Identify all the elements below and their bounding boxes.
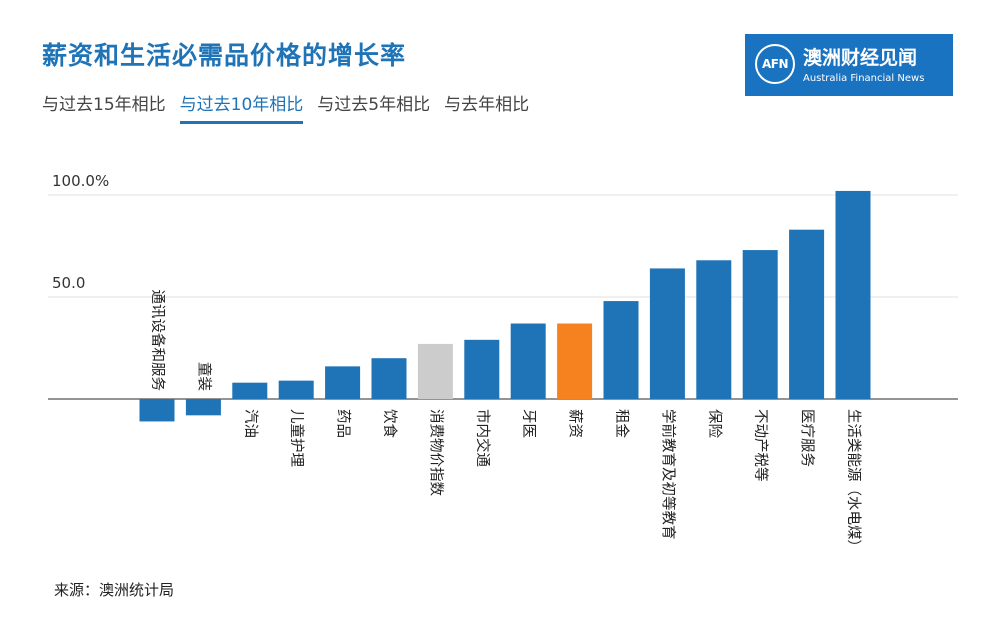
bar bbox=[603, 301, 639, 399]
bar bbox=[742, 250, 778, 399]
bar bbox=[139, 399, 175, 422]
category-label: 童装 bbox=[195, 362, 213, 391]
logo-subtitle: Australia Financial News bbox=[803, 73, 925, 84]
category-label: 不动产税等 bbox=[752, 409, 770, 482]
bar bbox=[649, 268, 685, 399]
bar bbox=[417, 343, 453, 399]
category-label: 医疗服务 bbox=[799, 409, 816, 467]
bar bbox=[696, 260, 732, 399]
bar bbox=[371, 358, 407, 399]
bar bbox=[557, 323, 593, 399]
category-label: 薪资 bbox=[567, 409, 584, 438]
period-tabs: 与过去15年相比 与过去10年相比 与过去5年相比 与去年相比 bbox=[42, 90, 529, 124]
tab-last-year[interactable]: 与去年相比 bbox=[444, 95, 530, 115]
source-note: 来源：澳洲统计局 bbox=[54, 581, 175, 599]
afn-logo-icon: AFN bbox=[755, 44, 795, 84]
category-label: 市内交通 bbox=[474, 409, 492, 467]
y-tick-label: 100.0% bbox=[52, 172, 109, 190]
bar bbox=[325, 366, 361, 399]
category-label: 汽油 bbox=[242, 409, 259, 438]
tab-15-years[interactable]: 与过去15年相比 bbox=[42, 95, 166, 115]
logo-name: 澳洲财经见闻 bbox=[803, 47, 918, 69]
category-label: 生活类能源（水电煤） bbox=[845, 409, 862, 554]
chart-title: 薪资和生活必需品价格的增长率 bbox=[42, 41, 407, 70]
bar bbox=[789, 229, 825, 399]
category-label: 学前教育及初等教育 bbox=[659, 409, 677, 540]
tab-5-years[interactable]: 与过去5年相比 bbox=[317, 95, 431, 115]
bar bbox=[185, 399, 221, 416]
bar bbox=[510, 323, 546, 399]
bar bbox=[835, 190, 871, 399]
y-tick-label: 50.0 bbox=[52, 274, 85, 292]
category-label: 保险 bbox=[706, 409, 723, 438]
category-label: 饮食 bbox=[381, 409, 398, 438]
bar bbox=[232, 382, 268, 399]
category-label: 消费物价指数 bbox=[427, 409, 444, 496]
tab-10-years[interactable]: 与过去10年相比 bbox=[179, 90, 304, 124]
bar bbox=[464, 339, 500, 399]
category-label: 通讯设备和服务 bbox=[149, 290, 166, 392]
category-label: 药品 bbox=[335, 409, 352, 438]
category-label: 租金 bbox=[613, 409, 630, 438]
bar bbox=[278, 380, 314, 399]
category-label: 儿童护理 bbox=[288, 409, 306, 467]
afn-logo: AFN 澳洲财经见闻 Australia Financial News bbox=[745, 34, 953, 96]
category-label: 牙医 bbox=[520, 409, 536, 438]
